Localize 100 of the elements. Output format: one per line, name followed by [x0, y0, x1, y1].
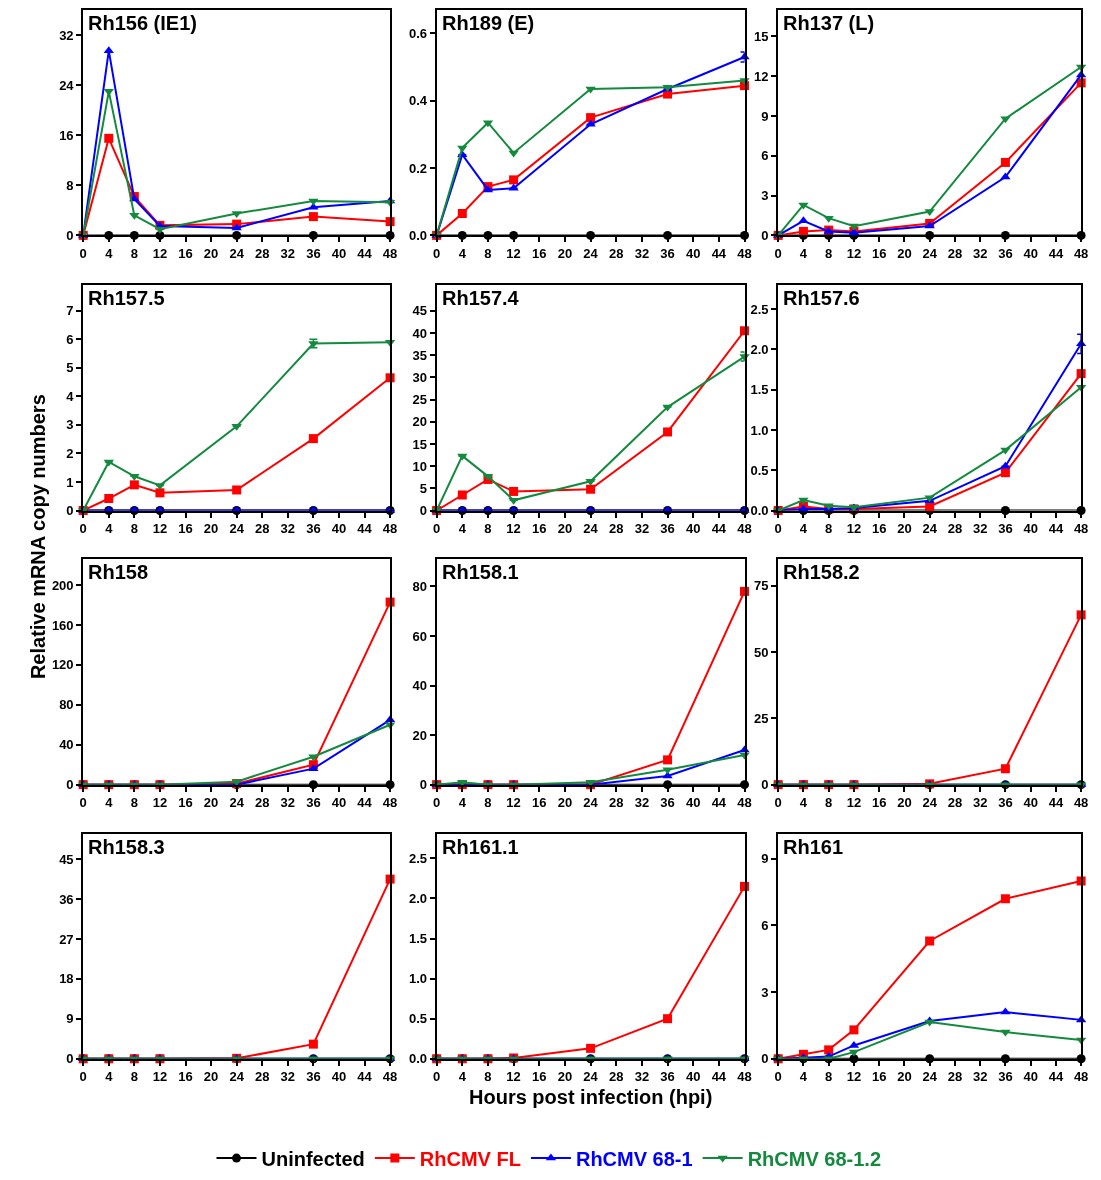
x-tick-label: 44 — [711, 521, 727, 537]
x-tick-label: 4 — [105, 1069, 114, 1085]
y-tick-label: 40 — [412, 325, 428, 341]
y-tick-label: 45 — [412, 303, 428, 319]
y-axis-title: Relative mRNA copy numbers — [27, 394, 50, 680]
x-tick-label: 4 — [799, 795, 808, 811]
x-tick-label: 44 — [1048, 1069, 1064, 1085]
y-tick-label: 4 — [66, 388, 75, 404]
x-tick-label: 24 — [583, 795, 599, 811]
y-tick-label: 3 — [761, 984, 769, 1000]
x-tick-label: 0 — [79, 795, 87, 811]
y-tick-label: 50 — [754, 644, 769, 660]
x-tick-label: 40 — [331, 245, 347, 261]
x-tick-label: 28 — [947, 795, 963, 811]
x-tick-label: 12 — [506, 795, 521, 811]
y-tick-label: 160 — [51, 617, 74, 633]
x-tick-label: 8 — [130, 795, 138, 811]
y-tick-label: 25 — [412, 392, 428, 408]
x-tick-label: 44 — [711, 795, 727, 811]
y-tick-label: 40 — [59, 737, 74, 753]
y-tick-label: 0.2 — [408, 160, 428, 176]
y-tick-label: 35 — [412, 347, 428, 363]
x-tick-label: 44 — [357, 521, 373, 537]
x-tick-label: 28 — [947, 1069, 963, 1085]
x-tick-label: 36 — [306, 245, 321, 261]
chart-title: Rh161 — [783, 836, 844, 858]
x-tick-label: 8 — [825, 795, 833, 811]
x-tick-label: 12 — [506, 521, 521, 537]
x-tick-label: 16 — [871, 245, 887, 261]
y-tick-label: 9 — [761, 851, 769, 867]
chart-title: Rh161.1 — [442, 836, 519, 858]
x-tick-label: 4 — [799, 521, 808, 537]
y-tick-label: 5 — [419, 480, 428, 496]
x-tick-label: 48 — [737, 795, 752, 811]
x-tick-label: 28 — [609, 521, 624, 537]
x-tick-label: 20 — [203, 1069, 219, 1085]
x-tick-label: 0 — [433, 795, 441, 811]
x-tick-label: 8 — [130, 1069, 138, 1085]
x-tick-label: 20 — [557, 795, 573, 811]
y-tick-label: 1 — [66, 474, 74, 490]
y-tick-label: 0 — [66, 1051, 74, 1067]
y-tick-label: 7 — [66, 303, 74, 319]
x-tick-label: 12 — [152, 245, 168, 261]
x-tick-label: 12 — [846, 521, 862, 537]
x-tick-label: 40 — [1023, 521, 1038, 537]
x-tick-label: 8 — [484, 521, 492, 537]
y-tick-label: 0 — [761, 1051, 769, 1067]
x-tick-label: 0 — [433, 521, 441, 537]
chart-title: Rh157.5 — [88, 287, 165, 309]
x-tick-label: 4 — [799, 1069, 808, 1085]
x-tick-label: 20 — [897, 1069, 912, 1085]
y-tick-label: 27 — [59, 931, 74, 947]
x-tick-label: 16 — [871, 795, 887, 811]
y-tick-label: 25 — [754, 710, 769, 726]
x-tick-label: 36 — [998, 1069, 1013, 1085]
x-tick-label: 4 — [458, 795, 467, 811]
x-tick-label: 44 — [357, 1069, 373, 1085]
x-tick-label: 0 — [774, 245, 782, 261]
y-tick-label: 60 — [412, 628, 428, 644]
x-tick-label: 36 — [660, 1069, 675, 1085]
x-tick-label: 28 — [947, 245, 963, 261]
x-tick-label: 40 — [1023, 1069, 1038, 1085]
chart-title: Rh158 — [88, 561, 149, 583]
x-tick-label: 40 — [331, 795, 347, 811]
x-tick-label: 12 — [506, 245, 521, 261]
x-tick-label: 12 — [846, 245, 862, 261]
x-tick-label: 20 — [897, 521, 912, 537]
x-tick-label: 8 — [484, 245, 492, 261]
y-tick-label: 5 — [66, 360, 74, 376]
y-tick-label: 80 — [59, 697, 74, 713]
x-tick-label: 8 — [825, 245, 833, 261]
x-tick-label: 48 — [1073, 521, 1089, 537]
x-tick-label: 16 — [871, 521, 887, 537]
x-tick-label: 48 — [737, 521, 752, 537]
x-tick-label: 8 — [130, 521, 138, 537]
y-tick-label: 20 — [412, 727, 428, 743]
x-tick-label: 44 — [711, 245, 727, 261]
x-tick-label: 4 — [105, 795, 114, 811]
x-tick-label: 8 — [825, 521, 833, 537]
x-tick-label: 28 — [255, 245, 270, 261]
y-tick-label: 0.4 — [408, 93, 428, 109]
x-tick-label: 20 — [203, 521, 219, 537]
y-tick-label: 0.0 — [750, 503, 769, 519]
y-tick-label: 2 — [66, 445, 74, 461]
y-tick-label: 45 — [59, 851, 74, 867]
x-tick-label: 32 — [972, 521, 988, 537]
x-tick-label: 20 — [557, 245, 573, 261]
x-tick-label: 24 — [583, 521, 599, 537]
chart-title: Rh157.6 — [783, 287, 860, 309]
x-tick-label: 20 — [557, 521, 573, 537]
x-tick-label: 32 — [634, 795, 650, 811]
x-tick-label: 44 — [357, 795, 373, 811]
y-tick-label: 1.5 — [750, 382, 769, 398]
x-tick-label: 48 — [737, 1069, 752, 1085]
y-tick-label: 9 — [66, 1011, 74, 1027]
y-tick-label: 30 — [412, 369, 428, 385]
x-tick-label: 24 — [229, 795, 245, 811]
x-tick-label: 28 — [255, 521, 270, 537]
x-tick-label: 32 — [972, 245, 988, 261]
x-tick-label: 24 — [922, 795, 938, 811]
